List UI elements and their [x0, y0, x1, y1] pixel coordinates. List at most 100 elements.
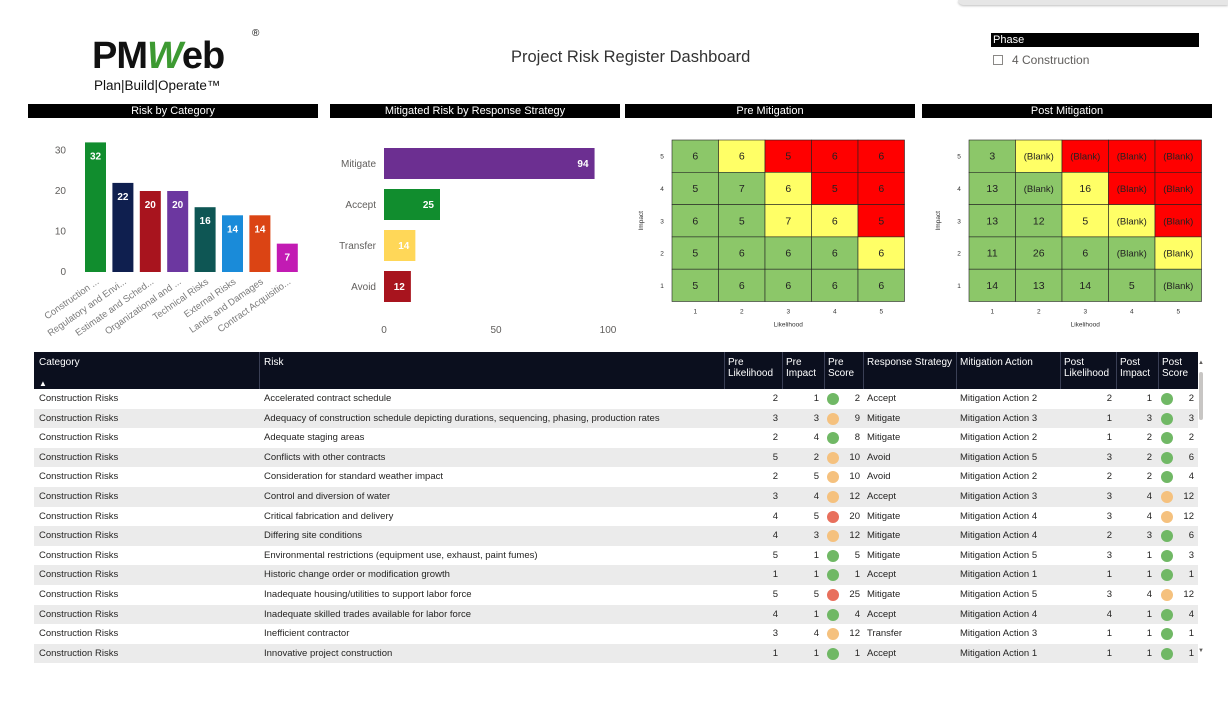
heatmap-cell[interactable] — [968, 139, 1016, 173]
table-row[interactable]: Construction Risks Differing site conditi… — [34, 526, 1198, 546]
heatmap-cell[interactable] — [1061, 139, 1109, 173]
heatmap-cell[interactable] — [968, 204, 1016, 238]
column-header[interactable]: Pre Impact — [786, 357, 817, 379]
bar[interactable] — [222, 215, 243, 272]
heatmap-cell[interactable] — [718, 139, 766, 173]
scroll-thumb[interactable] — [1199, 372, 1203, 420]
heatmap-cell[interactable] — [968, 268, 1016, 302]
heatmap-cell[interactable] — [1061, 171, 1109, 205]
heatmap-cell[interactable] — [857, 171, 905, 205]
column-separator[interactable] — [824, 352, 825, 389]
heatmap-cell[interactable] — [968, 236, 1016, 270]
heatmap-cell[interactable] — [1108, 171, 1156, 205]
bar[interactable] — [194, 207, 216, 272]
table-row[interactable]: Construction Risks Environmental restrict… — [34, 545, 1198, 566]
table-scrollbar[interactable]: ▲ ▼ — [1198, 352, 1204, 670]
bar[interactable] — [276, 243, 298, 272]
heatmap-cell[interactable] — [671, 171, 719, 205]
heatmap-cell[interactable] — [718, 204, 766, 238]
heatmap-cell[interactable] — [1108, 139, 1156, 173]
column-separator[interactable] — [259, 352, 260, 389]
heatmap-cell[interactable] — [1108, 268, 1156, 302]
bar[interactable] — [249, 215, 271, 272]
bar[interactable] — [85, 142, 106, 272]
column-separator[interactable] — [1158, 352, 1159, 389]
table-row[interactable]: Construction Risks Consideration for stan… — [34, 467, 1198, 487]
heatmap-cell[interactable] — [857, 236, 905, 270]
column-header[interactable]: Mitigation Action — [960, 357, 1033, 368]
heatmap-cell[interactable] — [764, 139, 812, 173]
heatmap-cell[interactable] — [764, 171, 812, 205]
heatmap-cell[interactable] — [764, 268, 812, 302]
table-row[interactable]: Construction Risks Inadequate skilled tra… — [34, 604, 1198, 625]
heatmap-cell[interactable] — [1154, 236, 1202, 270]
heatmap-cell[interactable] — [811, 204, 859, 238]
heatmap-cell[interactable] — [1154, 171, 1202, 205]
heatmap-cell[interactable] — [1061, 268, 1109, 302]
heatmap-cell[interactable] — [1154, 204, 1202, 238]
heatmap-cell[interactable] — [968, 171, 1016, 205]
bar[interactable] — [139, 191, 161, 272]
column-header[interactable]: Category — [39, 357, 80, 368]
heatmap-cell[interactable] — [1108, 204, 1156, 238]
heatmap-cell[interactable] — [857, 204, 905, 238]
column-header[interactable]: Post Score — [1162, 357, 1189, 379]
heatmap-cell[interactable] — [1154, 139, 1202, 173]
column-header[interactable]: Pre Likelihood — [728, 357, 774, 379]
column-header[interactable]: Pre Score — [828, 357, 855, 379]
bar[interactable] — [384, 230, 416, 261]
heatmap-cell[interactable] — [811, 236, 859, 270]
bar[interactable] — [112, 182, 134, 272]
column-header[interactable]: Response Strategy — [867, 357, 953, 368]
heatmap-cell[interactable] — [1015, 236, 1063, 270]
heatmap-cell[interactable] — [764, 204, 812, 238]
pre-mitigation-heatmap[interactable]: 6 6 5 6 6 5 7 6 5 6 6 5 7 6 5 5 6 6 6 6 5 6 6 6 6 5 4 3 2 1 1 2 3 4 5 Likel… — [625, 120, 915, 338]
column-separator[interactable] — [724, 352, 725, 389]
table-row[interactable]: Construction Risks Innovative project con… — [34, 643, 1198, 664]
heatmap-cell[interactable] — [1015, 204, 1063, 238]
column-separator[interactable] — [1116, 352, 1117, 389]
bar[interactable] — [384, 148, 595, 179]
column-separator[interactable] — [956, 352, 957, 389]
bar[interactable] — [384, 271, 411, 302]
mitigated-risk-chart[interactable]: Mitigate 94 Accept 25 Transfer 14 Avoid 12 0 50 10… — [330, 120, 620, 342]
heatmap-cell[interactable] — [1154, 268, 1202, 302]
post-mitigation-heatmap[interactable]: 3 (Blank) (Blank) (Blank) (Blank)13 (Blank) 16… — [922, 120, 1212, 338]
column-separator[interactable] — [863, 352, 864, 389]
heatmap-cell[interactable] — [671, 204, 719, 238]
bar[interactable] — [167, 191, 189, 272]
table-row[interactable]: Construction Risks Conflicts with other c… — [34, 447, 1198, 468]
scroll-down-icon[interactable]: ▼ — [1198, 648, 1204, 654]
heatmap-cell[interactable] — [857, 268, 905, 302]
heatmap-cell[interactable] — [718, 171, 766, 205]
table-row[interactable]: Construction Risks Historic change order … — [34, 565, 1198, 585]
column-header[interactable]: Post Impact — [1120, 357, 1151, 379]
heatmap-cell[interactable] — [857, 139, 905, 173]
heatmap-cell[interactable] — [811, 139, 859, 173]
x-tick-label: 100 — [600, 325, 617, 336]
sort-ascending-icon[interactable]: ▲ — [39, 379, 47, 388]
heatmap-cell[interactable] — [811, 171, 859, 205]
table-row[interactable]: Construction Risks Adequacy of constructi… — [34, 408, 1198, 429]
heatmap-cell[interactable] — [671, 236, 719, 270]
column-separator[interactable] — [1060, 352, 1061, 389]
risk-register-table[interactable]: Category Risk Pre Likelihood Pre Impact Pre … — [34, 352, 1198, 664]
phase-option-construction[interactable]: 4 Construction — [993, 53, 1089, 67]
table-row[interactable]: Construction Risks Inefficient contractor… — [34, 624, 1198, 644]
scroll-up-icon[interactable]: ▲ — [1198, 360, 1204, 366]
table-row[interactable]: Construction Risks Accelerated contract s… — [34, 389, 1198, 409]
heatmap-cell[interactable] — [671, 268, 719, 302]
heatmap-cell[interactable] — [1015, 268, 1063, 302]
column-separator[interactable] — [782, 352, 783, 389]
bar[interactable] — [384, 189, 440, 220]
column-header[interactable]: Risk — [264, 357, 284, 368]
table-row[interactable]: Construction Risks Inadequate housing/uti… — [34, 584, 1198, 605]
table-row[interactable]: Construction Risks Critical fabrication a… — [34, 506, 1198, 527]
checkbox-icon[interactable] — [993, 55, 1003, 65]
heatmap-cell[interactable] — [1061, 204, 1109, 238]
heatmap-cell[interactable] — [1108, 236, 1156, 270]
table-row[interactable]: Construction Risks Control and diversion … — [34, 486, 1198, 507]
column-header[interactable]: Post Likelihood — [1064, 357, 1110, 379]
table-row[interactable]: Construction Risks Adequate staging areas… — [34, 428, 1198, 448]
